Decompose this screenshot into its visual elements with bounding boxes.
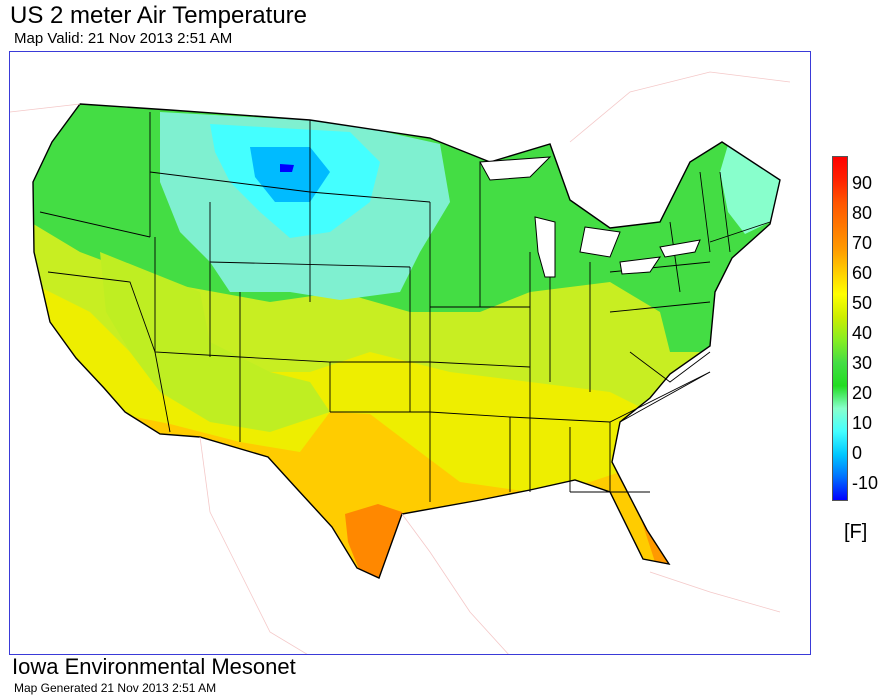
map-valid-time: Map Valid: 21 Nov 2013 2:51 AM xyxy=(14,30,233,47)
legend-unit: [F] xyxy=(844,521,868,543)
map-title: US 2 meter Air Temperature xyxy=(10,2,308,29)
temp-zone-20s-new-england xyxy=(720,138,780,234)
temperature-field xyxy=(32,103,781,579)
temperature-map xyxy=(10,71,791,654)
legend-tick: 20 xyxy=(852,383,873,403)
map-frame xyxy=(9,51,811,655)
footer-org: Iowa Environmental Mesonet xyxy=(12,654,296,679)
state-boundaries xyxy=(39,112,771,502)
legend-tick: 0 xyxy=(852,443,863,463)
legend-tick: 70 xyxy=(852,233,873,253)
temp-zone-southwest xyxy=(100,252,330,432)
legend-tick: 10 xyxy=(852,413,873,433)
neighbor-borders xyxy=(10,71,791,654)
color-legend: 90 80 70 60 50 40 30 20 10 0 -10 [F] xyxy=(832,156,888,556)
legend-tick: 90 xyxy=(852,173,873,193)
temp-zone-70s-texas xyxy=(345,504,408,578)
great-lakes xyxy=(479,156,701,278)
legend-tick: 60 xyxy=(852,263,873,283)
temp-zone-minus10-montana xyxy=(280,164,294,172)
legend-tick: -10 xyxy=(852,473,879,493)
legend-tick: 80 xyxy=(852,203,873,223)
legend-tick: 30 xyxy=(852,353,873,373)
footer-generated: Map Generated 21 Nov 2013 2:51 AM xyxy=(14,681,217,695)
colorbar xyxy=(832,156,848,501)
us-outline xyxy=(32,103,781,579)
legend-tick: 40 xyxy=(852,323,873,343)
legend-tick: 50 xyxy=(852,293,873,313)
